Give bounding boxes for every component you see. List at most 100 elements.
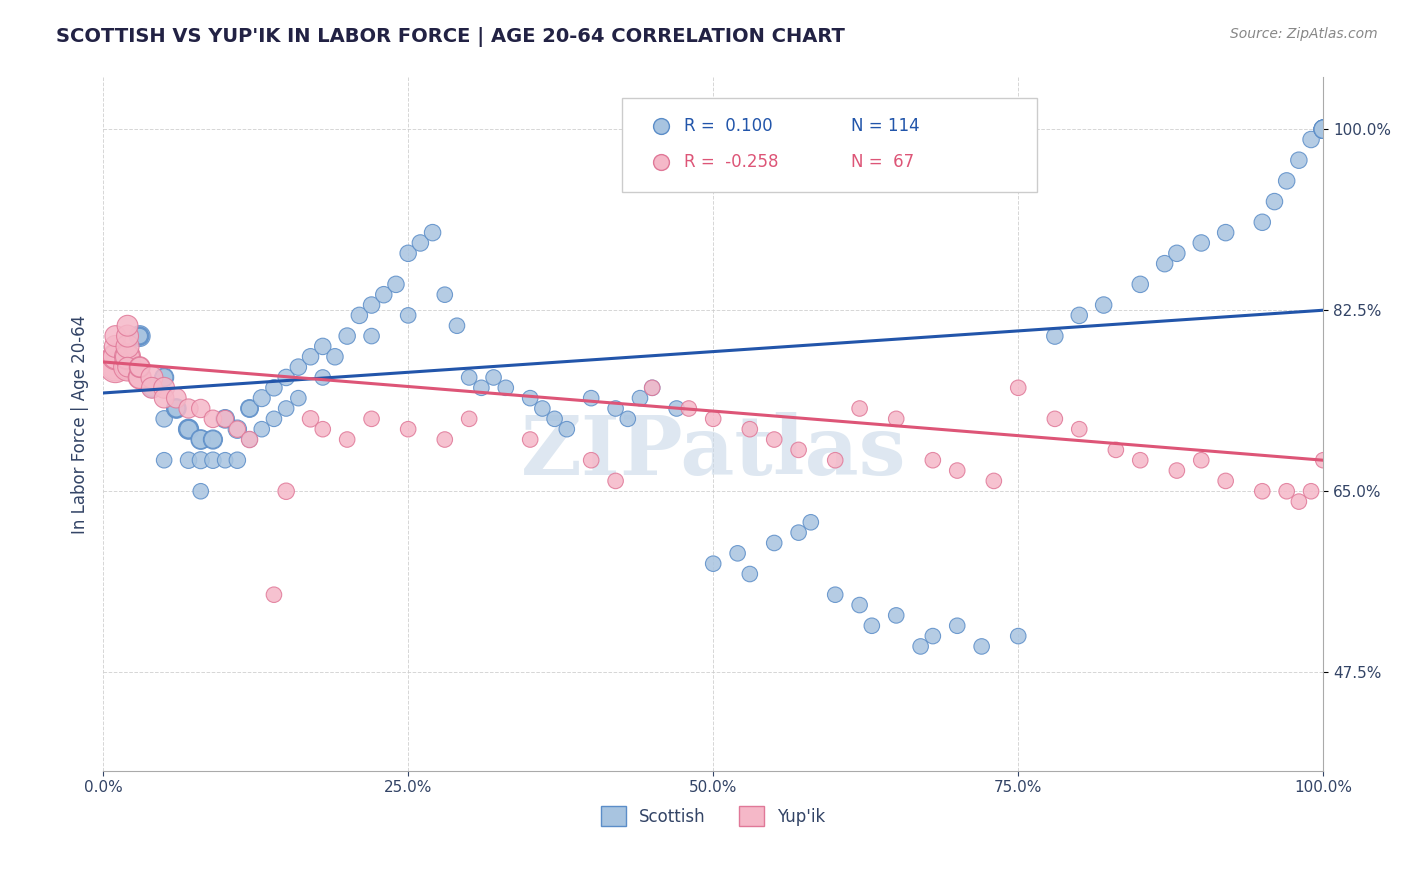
Point [433,287,456,301]
Point [824,453,846,467]
Point [1166,464,1188,478]
Point [250,391,273,405]
Point [117,360,139,375]
Point [360,412,382,426]
Point [238,433,260,447]
Point [226,422,249,436]
Point [238,433,260,447]
Point [117,350,139,364]
Point [396,422,419,436]
Point [641,381,664,395]
Point [141,381,163,395]
Point [141,381,163,395]
Text: R =  0.100: R = 0.100 [683,117,772,135]
Point [201,453,224,467]
Point [276,484,298,499]
Point [641,381,664,395]
Point [177,453,200,467]
Point [1251,215,1274,229]
Point [201,433,224,447]
Point [250,422,273,436]
Point [117,360,139,375]
Point [738,422,761,436]
Point [201,433,224,447]
FancyBboxPatch shape [621,98,1036,192]
Point [531,401,554,416]
Point [617,412,640,426]
Point [128,360,150,375]
Point [141,381,163,395]
Point [1299,484,1322,499]
Point [1288,153,1310,168]
Point [117,350,139,364]
Text: N = 114: N = 114 [851,117,920,135]
Point [177,422,200,436]
Point [946,619,969,633]
Point [579,391,602,405]
Point [1312,122,1334,136]
Point [1275,174,1298,188]
Point [884,608,907,623]
Point [763,536,786,550]
Text: R =  -0.258: R = -0.258 [683,153,779,171]
Point [482,370,505,384]
Point [1105,442,1128,457]
Point [678,401,700,416]
Point [214,453,236,467]
Point [349,309,371,323]
Point [385,277,408,292]
Point [360,298,382,312]
Point [458,370,481,384]
Point [1043,412,1066,426]
Point [738,567,761,582]
Point [117,360,139,375]
Point [287,360,309,375]
Point [1007,629,1029,643]
Point [650,248,672,262]
Point [153,370,176,384]
Point [921,453,943,467]
Point [1129,277,1152,292]
Point [128,329,150,343]
Point [190,453,212,467]
Point [201,412,224,426]
Point [1312,122,1334,136]
Point [519,433,541,447]
Point [1288,494,1310,508]
Text: N =  67: N = 67 [851,153,914,171]
Point [117,360,139,375]
Point [848,401,870,416]
Point [238,401,260,416]
Point [177,422,200,436]
Point [263,412,285,426]
Point [1312,122,1334,136]
Point [1129,453,1152,467]
Point [117,339,139,353]
Point [165,401,187,416]
Point [1092,298,1115,312]
Point [543,412,565,426]
Point [579,453,602,467]
Point [153,381,176,395]
Point [1007,381,1029,395]
Point [117,329,139,343]
Point [153,370,176,384]
Point [104,339,127,353]
Point [287,391,309,405]
Text: ZIPatlas: ZIPatlas [520,412,905,491]
Point [153,412,176,426]
Point [263,588,285,602]
Point [458,412,481,426]
Point [1312,122,1334,136]
Point [190,433,212,447]
Point [104,360,127,375]
Point [1312,122,1334,136]
Point [141,381,163,395]
Point [299,412,322,426]
Point [787,442,810,457]
Point [824,588,846,602]
Point [128,329,150,343]
Point [128,329,150,343]
Point [921,629,943,643]
Point [214,412,236,426]
